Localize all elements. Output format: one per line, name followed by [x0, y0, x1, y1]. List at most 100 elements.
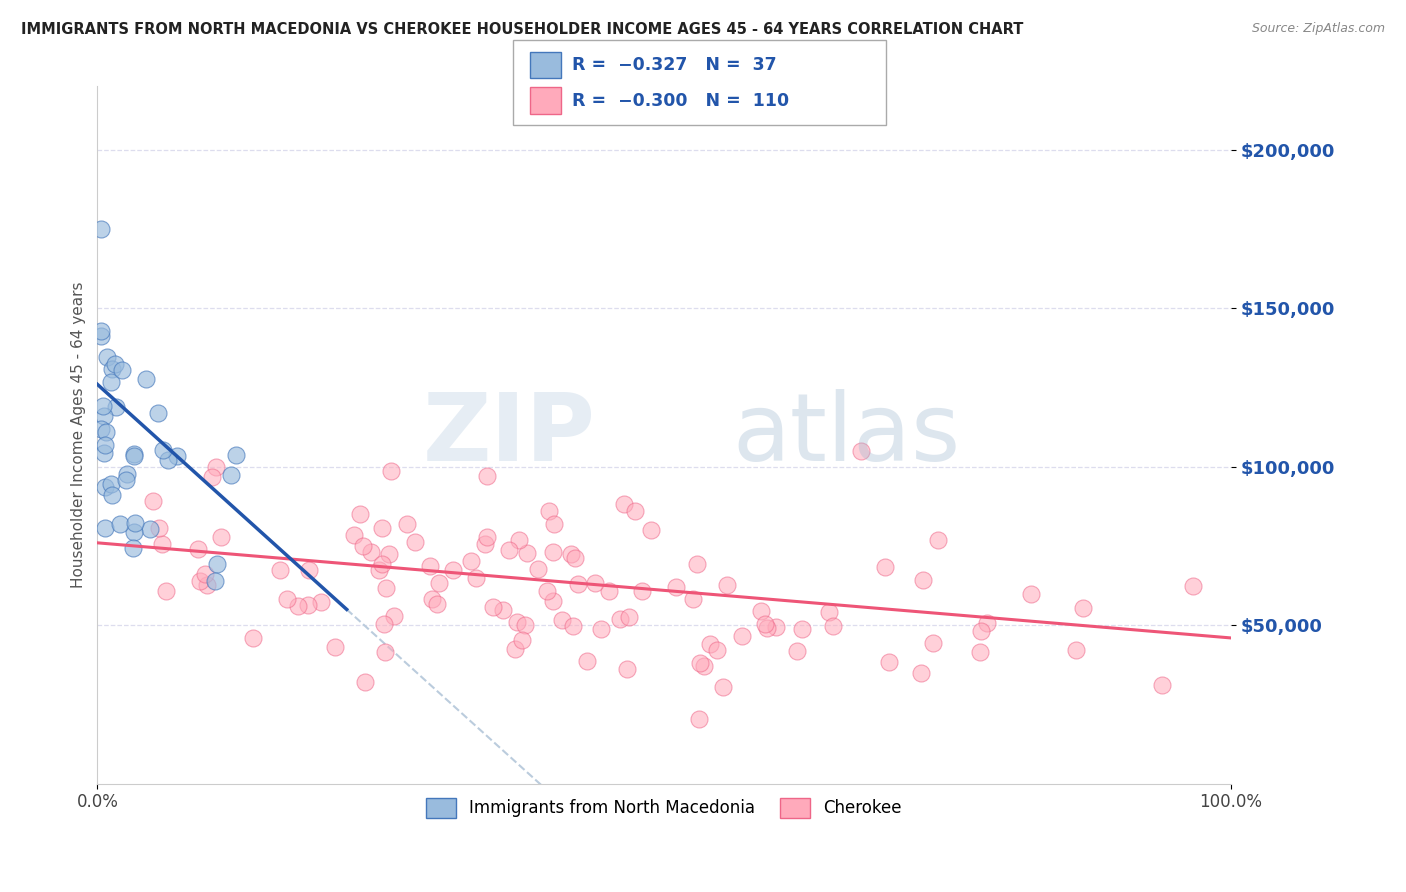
Point: [187, 541, 209, 556]
Text: R =  −0.327   N =  37: R = −0.327 N = 37: [572, 56, 778, 74]
Point: [124, 516, 146, 531]
Text: R =  −0.300   N =  110: R = −0.300 N = 110: [572, 92, 789, 110]
Point: [685, 557, 707, 571]
Point: [516, 546, 538, 560]
Point: [122, 541, 145, 555]
Point: [115, 467, 138, 482]
Point: [115, 473, 138, 487]
Point: [152, 442, 174, 457]
Point: [352, 539, 374, 553]
Point: [927, 533, 949, 548]
Point: [404, 535, 426, 549]
Point: [225, 448, 247, 462]
Point: [510, 632, 533, 647]
Point: [349, 507, 371, 521]
Text: atlas: atlas: [733, 389, 960, 481]
Point: [100, 362, 122, 376]
Point: [751, 604, 773, 618]
Point: [613, 497, 636, 511]
Point: [368, 563, 391, 577]
Point: [616, 662, 638, 676]
Point: [205, 558, 228, 572]
Point: [541, 545, 564, 559]
Point: [420, 592, 443, 607]
Point: [94, 438, 117, 452]
Point: [567, 576, 589, 591]
Point: [609, 612, 631, 626]
Point: [157, 453, 180, 467]
Point: [90, 329, 112, 343]
Point: [323, 640, 346, 654]
Point: [96, 425, 118, 440]
Point: [492, 603, 515, 617]
Point: [311, 595, 333, 609]
Point: [474, 537, 496, 551]
Point: [640, 523, 662, 537]
Point: [560, 547, 582, 561]
Point: [122, 447, 145, 461]
Point: [564, 550, 586, 565]
Text: Source: ZipAtlas.com: Source: ZipAtlas.com: [1251, 22, 1385, 36]
Point: [689, 657, 711, 671]
Point: [371, 521, 394, 535]
Point: [93, 446, 115, 460]
Point: [419, 558, 441, 573]
Point: [353, 675, 375, 690]
Point: [93, 409, 115, 424]
Point: [100, 488, 122, 502]
Point: [754, 616, 776, 631]
Point: [682, 592, 704, 607]
Point: [536, 583, 558, 598]
Point: [204, 460, 226, 475]
Point: [380, 464, 402, 478]
Point: [475, 468, 498, 483]
Point: [482, 599, 505, 614]
Point: [910, 665, 932, 680]
Point: [551, 613, 574, 627]
Point: [598, 584, 620, 599]
Point: [460, 554, 482, 568]
Point: [617, 609, 640, 624]
Point: [505, 641, 527, 656]
Point: [195, 578, 218, 592]
Point: [96, 350, 118, 364]
Point: [623, 503, 645, 517]
Point: [108, 517, 131, 532]
Point: [194, 566, 217, 581]
Point: [755, 621, 778, 635]
Point: [877, 655, 900, 669]
Point: [849, 443, 872, 458]
Point: [298, 563, 321, 577]
Point: [155, 583, 177, 598]
Point: [711, 680, 734, 694]
Point: [343, 528, 366, 542]
Point: [1019, 587, 1042, 601]
Point: [287, 599, 309, 613]
Point: [465, 571, 488, 585]
Point: [148, 521, 170, 535]
Point: [219, 467, 242, 482]
Point: [969, 624, 991, 638]
Text: ZIP: ZIP: [423, 389, 596, 481]
Legend: Immigrants from North Macedonia, Cherokee: Immigrants from North Macedonia, Cheroke…: [419, 791, 908, 824]
Point: [817, 605, 839, 619]
Point: [699, 637, 721, 651]
Point: [543, 517, 565, 532]
Point: [1071, 601, 1094, 615]
Point: [477, 531, 499, 545]
Point: [138, 522, 160, 536]
Point: [589, 622, 612, 636]
Point: [371, 558, 394, 572]
Point: [373, 617, 395, 632]
Point: [1181, 579, 1204, 593]
Point: [124, 450, 146, 464]
Point: [427, 575, 450, 590]
Point: [110, 362, 132, 376]
Text: IMMIGRANTS FROM NORTH MACEDONIA VS CHEROKEE HOUSEHOLDER INCOME AGES 45 - 64 YEAR: IMMIGRANTS FROM NORTH MACEDONIA VS CHERO…: [21, 22, 1024, 37]
Point: [142, 493, 165, 508]
Point: [692, 658, 714, 673]
Point: [395, 517, 418, 532]
Point: [976, 616, 998, 631]
Point: [969, 645, 991, 659]
Point: [426, 598, 449, 612]
